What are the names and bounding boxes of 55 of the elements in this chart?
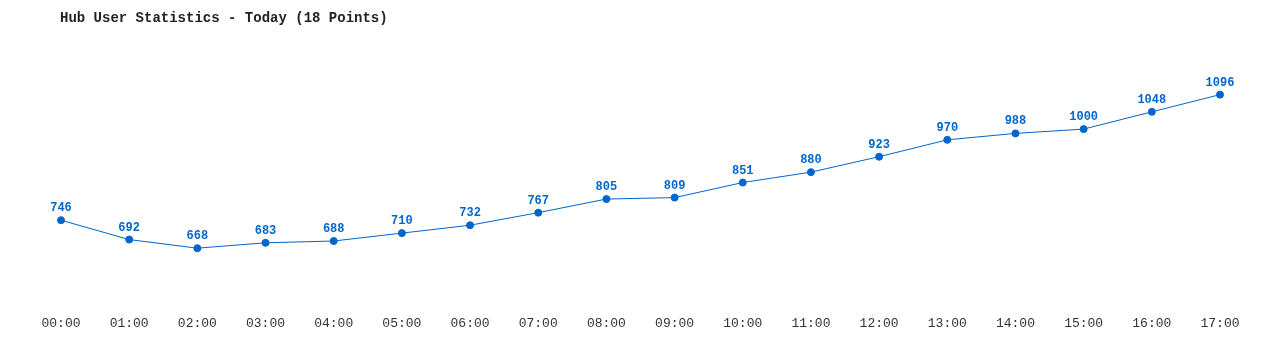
data-label: 1000: [1069, 110, 1099, 125]
point: [670, 193, 679, 202]
data-label: 805: [595, 180, 618, 195]
data-label: 668: [186, 229, 209, 244]
x-tick-label: 07:00: [518, 316, 558, 332]
x-tick-label: 08:00: [586, 316, 626, 332]
data-label: 732: [459, 206, 481, 221]
data-label: 1096: [1205, 75, 1235, 90]
point: [806, 168, 815, 177]
point: [602, 195, 611, 204]
point: [193, 244, 202, 253]
data-label: 767: [527, 193, 550, 208]
data-label: 746: [50, 201, 72, 216]
point: [1216, 90, 1224, 99]
point: [397, 229, 406, 238]
x-tick-label: 01:00: [109, 316, 149, 332]
point: [943, 135, 952, 144]
chart-title: Hub User Statistics - Today (18 Points): [60, 10, 388, 26]
point: [738, 178, 747, 187]
point: [57, 216, 65, 225]
point: [1011, 129, 1020, 138]
x-tick-label: 03:00: [246, 316, 286, 332]
x-tick-label: 06:00: [450, 316, 490, 332]
data-label: 851: [731, 163, 754, 178]
data-label: 692: [118, 220, 140, 235]
data-label: 970: [936, 120, 959, 135]
x-tick-label: 17:00: [1200, 316, 1240, 332]
data-label: 809: [663, 178, 686, 193]
x-tick-label: 16:00: [1132, 316, 1172, 332]
data-label: 710: [391, 214, 413, 229]
x-tick-label: 10:00: [723, 316, 763, 332]
point: [261, 238, 270, 247]
point: [125, 235, 134, 244]
data-label: 688: [322, 222, 345, 237]
x-tick-label: 14:00: [995, 316, 1035, 332]
point: [534, 208, 543, 217]
data-label: 683: [254, 223, 277, 238]
x-tick-label: 13:00: [927, 316, 967, 332]
x-tick-label: 15:00: [1064, 316, 1104, 332]
x-tick-label: 02:00: [177, 316, 217, 332]
data-label: 880: [800, 153, 822, 168]
x-tick-label: 09:00: [655, 316, 695, 332]
point: [1147, 107, 1156, 116]
x-tick-label: 11:00: [791, 316, 831, 332]
point: [1079, 125, 1088, 134]
point: [875, 152, 884, 161]
x-tick-label: 00:00: [41, 316, 81, 332]
point: [466, 221, 475, 230]
data-label: 988: [1004, 114, 1027, 129]
data-label: 923: [868, 137, 890, 152]
x-tick-label: 05:00: [382, 316, 422, 332]
x-tick-label: 12:00: [859, 316, 899, 332]
x-tick-label: 04:00: [314, 316, 354, 332]
point: [329, 237, 338, 246]
data-label: 1048: [1137, 92, 1167, 107]
